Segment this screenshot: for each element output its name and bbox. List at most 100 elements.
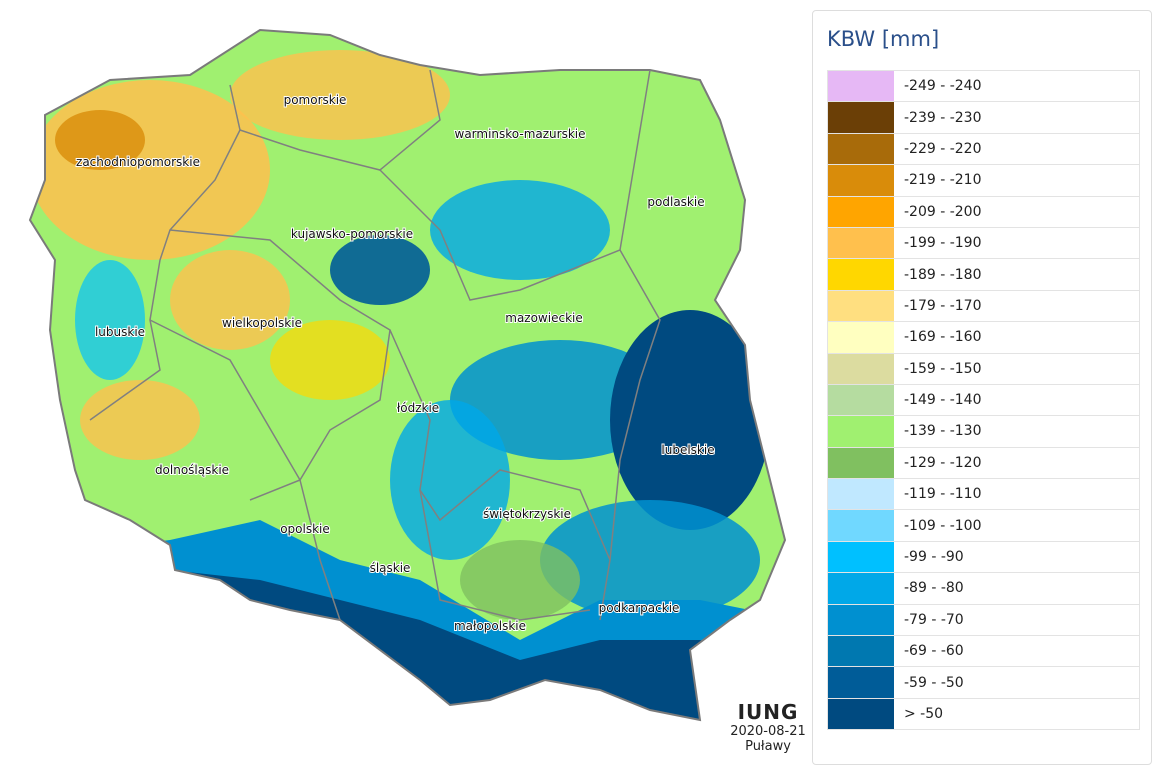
logo-name: IUNG [737,700,799,724]
legend-row: -219 - -210 [827,164,1140,196]
legend-swatch [828,353,894,384]
map-area [230,50,450,140]
logo: IUNG 2020-08-21 Puławy [728,700,808,754]
region-borders [89,69,661,621]
region-label: podlaskie [647,195,704,209]
region-label: zachodniopomorskie [76,155,200,169]
legend-swatch [828,698,894,730]
region-label: lubuskie [95,325,145,339]
map-fill [30,30,785,720]
legend-swatch [828,196,894,227]
map-area [75,260,145,380]
region-label: mazowieckie [505,311,582,325]
country-border [28,28,787,722]
legend-row: -229 - -220 [827,132,1140,165]
legend-row: -99 - -90 [827,540,1140,573]
region-label: kujawsko-pomorskie [291,227,413,241]
legend-label: -99 - -90 [904,549,964,566]
legend-row: -189 - -180 [827,258,1140,290]
legend-swatch [828,259,894,290]
legend-row: -129 - -120 [827,446,1140,479]
legend-swatch [828,102,894,133]
legend-label: -59 - -50 [904,674,964,691]
legend-swatch [828,416,894,447]
legend-row: -159 - -150 [827,352,1140,384]
region-label: śląskie [370,561,411,575]
legend-label: -109 - -100 [904,517,982,534]
map-area [330,235,430,305]
region-label: świętokrzyskie [483,507,571,521]
legend-label: -69 - -60 [904,643,964,660]
legend-label: -239 - -230 [904,109,982,126]
legend-row: -79 - -70 [827,603,1140,636]
legend-label: -119 - -110 [904,486,982,503]
region-label: podkarpackie [599,601,680,615]
legend-label: -219 - -210 [904,172,982,189]
legend-swatch [828,165,894,196]
region-label: małopolskie [454,619,526,633]
legend-label: -169 - -160 [904,329,982,346]
legend-swatch [828,133,894,165]
legend-label: -129 - -120 [904,454,982,471]
region-label: łódzkie [397,401,439,415]
legend-title: KBW [mm] [827,27,940,51]
region-label: opolskie [280,522,330,536]
legend-row: -59 - -50 [827,666,1140,698]
legend-swatch [828,510,894,541]
legend-label: -199 - -190 [904,235,982,252]
legend-swatch [828,290,894,322]
map-area [610,310,770,530]
legend-swatch [828,384,894,416]
region-label: wielkopolskie [222,316,302,330]
legend: KBW [mm] -249 - -240 -239 - -230 -229 - -2… [812,10,1152,765]
map-area [55,110,145,170]
legend-label: > -50 [904,706,944,722]
legend-row: -169 - -160 [827,321,1140,353]
legend-row: -179 - -170 [827,289,1140,322]
map-area [430,180,610,280]
legend-row: -249 - -240 [827,70,1140,102]
legend-swatch [828,541,894,573]
map-area [390,400,510,560]
region-label: pomorskie [284,93,347,107]
legend-row: -69 - -60 [827,635,1140,667]
legend-label: -209 - -200 [904,203,982,220]
legend-row: > -50 [827,697,1140,731]
legend-swatch [828,227,894,259]
legend-row: -139 - -130 [827,415,1140,447]
region-label: warminsko-mazurskie [455,127,586,141]
region-label: lubelskie [661,443,714,457]
legend-swatch [828,479,894,510]
legend-label: -139 - -130 [904,423,982,440]
legend-row: -149 - -140 [827,383,1140,416]
legend-label: -79 - -70 [904,611,964,628]
legend-row: -119 - -110 [827,478,1140,510]
legend-label: -159 - -150 [904,360,982,377]
map-area [80,380,200,460]
map-area [460,540,580,620]
legend-label: -179 - -170 [904,297,982,314]
legend-row: -199 - -190 [827,226,1140,259]
legend-swatch [828,667,894,698]
legend-row: -209 - -200 [827,195,1140,227]
legend-swatch [828,604,894,636]
map-area [540,500,760,620]
legend-row: -109 - -100 [827,509,1140,541]
map-date: 2020-08-21 [730,724,806,739]
map-area [270,320,390,400]
legend-label: -229 - -220 [904,140,982,157]
map: pomorskie warminsko-mazurskie zachodniop… [28,28,787,722]
legend-label: -149 - -140 [904,392,982,409]
legend-swatch [828,573,894,604]
region-label: dolnośląskie [155,463,229,477]
legend-label: -249 - -240 [904,78,982,95]
map-area [170,250,290,350]
legend-swatch [828,71,894,102]
legend-swatch [828,447,894,479]
legend-swatch [828,636,894,667]
map-place: Puławy [745,739,791,754]
legend-row: -89 - -80 [827,572,1140,604]
legend-label: -89 - -80 [904,580,964,597]
legend-label: -189 - -180 [904,266,982,283]
